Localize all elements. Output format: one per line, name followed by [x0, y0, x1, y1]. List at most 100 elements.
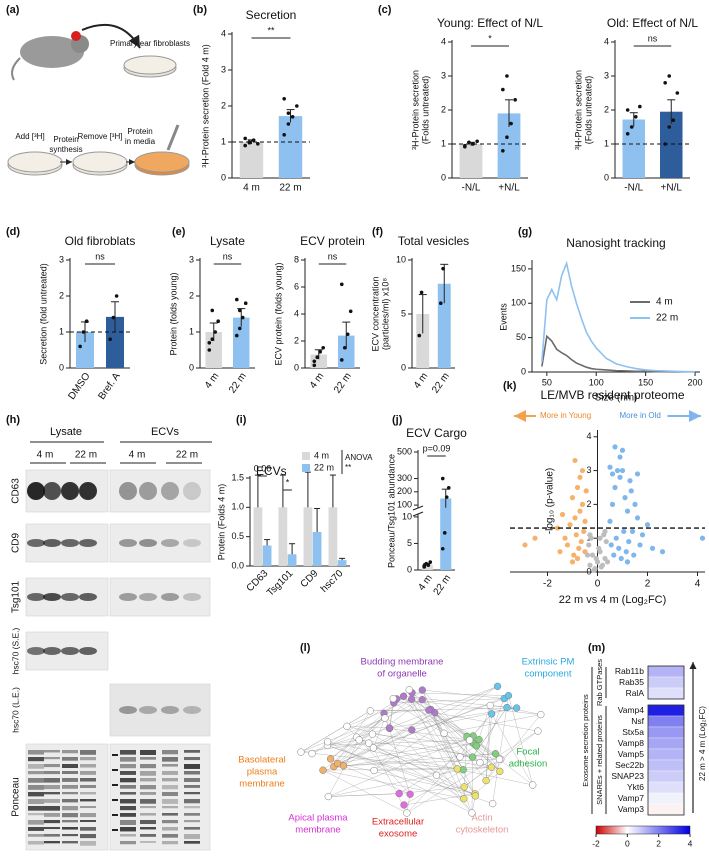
- panel-label: (h): [6, 414, 20, 426]
- blot-band: [139, 593, 157, 601]
- data-point: [633, 115, 638, 119]
- data-point: [667, 74, 672, 78]
- blot-band: [80, 799, 96, 802]
- blot-band: [80, 778, 96, 782]
- data-point: [440, 546, 445, 551]
- blot-band: [62, 834, 78, 837]
- axis-break: [412, 505, 424, 511]
- data-point: [438, 301, 443, 306]
- network-label: adhesion: [509, 759, 548, 770]
- heatmap-cell: [647, 737, 685, 750]
- data-point: [626, 538, 632, 545]
- blot-band: [27, 647, 45, 655]
- blot-band: [140, 799, 156, 804]
- data-point: [318, 350, 323, 354]
- blot-row-label: Ponceau: [11, 777, 22, 816]
- label: Primary ear fibroblasts: [110, 39, 190, 48]
- data-point: [663, 81, 667, 85]
- y-tick-label: 5: [407, 538, 412, 548]
- data-point: [612, 484, 618, 491]
- y-axis-label: Protein (Folds 4 m): [216, 484, 226, 561]
- blot-band: [184, 806, 200, 809]
- significance-label: *: [488, 33, 492, 43]
- data-point: [596, 545, 602, 551]
- blot-band: [44, 778, 60, 783]
- row-label: RalA: [626, 688, 645, 698]
- blot-group: Lysate: [50, 426, 82, 438]
- data-point: [667, 125, 672, 129]
- row-label: Stx5a: [622, 727, 644, 737]
- blot-row-label: CD9: [11, 533, 22, 553]
- data-point: [564, 542, 571, 548]
- y-axis-label: -log₁₀ (p-value): [545, 468, 556, 534]
- y-tick-label: 0: [441, 172, 446, 182]
- network-edge: [508, 695, 533, 786]
- lane-label: 4 m: [129, 450, 146, 461]
- blot-band: [120, 778, 136, 783]
- y-axis-label: Secretion (fold untreated): [38, 263, 48, 365]
- data-point: [286, 122, 291, 126]
- blot-band: [28, 771, 44, 775]
- data-point: [417, 333, 422, 338]
- network-label: Actin: [471, 813, 492, 824]
- blot-band: [184, 792, 200, 795]
- network-edge: [485, 714, 541, 781]
- blot-band: [44, 757, 60, 760]
- panel-label: (a): [6, 4, 20, 16]
- bar: [328, 507, 338, 566]
- data-point: [619, 467, 626, 474]
- significance-label: ns: [648, 33, 658, 43]
- chart-title: Nanosight tracking: [566, 236, 665, 250]
- y-tick-label: 500: [397, 446, 412, 456]
- blot-band: [162, 778, 178, 782]
- label: synthesis: [49, 145, 82, 154]
- blot-band: [140, 792, 156, 795]
- network-node: [468, 809, 476, 817]
- network-node: [496, 767, 504, 776]
- data-point: [621, 528, 627, 535]
- data-point: [583, 488, 589, 494]
- data-point: [256, 142, 260, 146]
- blot-band: [120, 792, 136, 795]
- row-label: Vamp7: [618, 793, 645, 803]
- x-tick-label: 0: [595, 579, 601, 590]
- data-point: [637, 542, 643, 548]
- y-tick-label: 10: [402, 511, 412, 521]
- network-edge: [389, 728, 470, 741]
- blot-band: [28, 799, 44, 804]
- blot-band: [28, 834, 44, 837]
- blot-band: [79, 647, 97, 655]
- colorbar-tick-label: 0: [625, 838, 630, 848]
- blot-band: [139, 482, 157, 500]
- network-edge: [411, 699, 465, 799]
- y-tick-label: 2: [189, 290, 194, 300]
- network-edge: [478, 739, 500, 772]
- blot-band: [80, 806, 96, 809]
- blot-band: [44, 792, 60, 795]
- x-tick-label: 22 m: [279, 183, 301, 194]
- blot-band: [80, 827, 96, 831]
- ladder-band: [112, 814, 118, 816]
- blot-band: [140, 757, 156, 760]
- data-point: [419, 290, 424, 295]
- blot-band: [162, 841, 178, 845]
- blot-band: [62, 785, 78, 789]
- colorbar-tick-label: -2: [592, 838, 600, 848]
- data-point: [569, 495, 576, 501]
- network-edge: [300, 751, 458, 770]
- y-tick-label: 3: [586, 465, 591, 475]
- blot-band: [28, 841, 44, 845]
- significance-label: p=0.09: [423, 443, 451, 453]
- network-node: [319, 766, 327, 774]
- network-edge: [422, 689, 458, 769]
- label: Protein: [127, 127, 152, 136]
- data-point: [629, 528, 636, 535]
- y-tick-label: 4: [586, 431, 591, 441]
- blot-band: [184, 785, 200, 788]
- network-label: of organelle: [377, 669, 427, 680]
- data-point: [579, 467, 586, 474]
- blot-band: [184, 757, 200, 761]
- network-node: [365, 739, 373, 747]
- y-axis-label: (particles/ml) x10⁸: [380, 278, 390, 351]
